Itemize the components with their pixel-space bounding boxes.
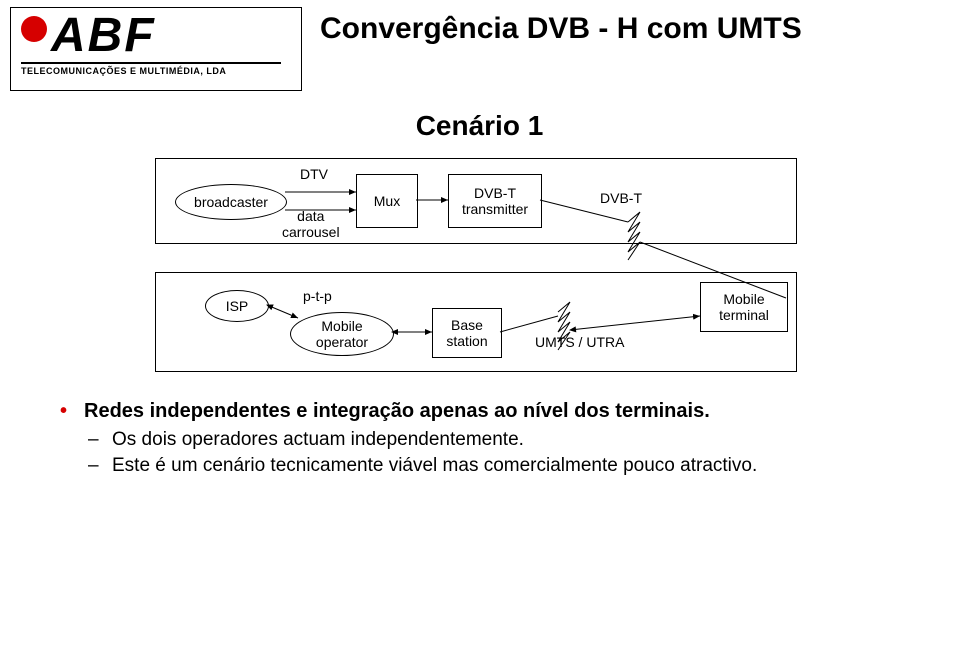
mux-label: Mux: [374, 193, 400, 209]
broadcaster-node: broadcaster: [175, 184, 287, 220]
dvbt-transmitter-label: DVB-T transmitter: [462, 185, 528, 217]
isp-label: ISP: [226, 298, 249, 314]
mobile-terminal-node: Mobile terminal: [700, 282, 788, 332]
logo-dot-icon: [21, 16, 47, 42]
bullet-l2-a: Os dois operadores actuam independenteme…: [88, 429, 899, 451]
broadcaster-label: broadcaster: [194, 194, 268, 210]
page-title: Convergência DVB - H com UMTS: [320, 12, 802, 46]
mobile-terminal-label: Mobile terminal: [719, 291, 769, 323]
dvbt-transmitter-node: DVB-T transmitter: [448, 174, 542, 228]
logo-brand: ABF: [51, 8, 156, 63]
mobile-operator-node: Mobile operator: [290, 312, 394, 356]
dtv-label: DTV: [300, 166, 328, 182]
ptp-label: p-t-p: [303, 288, 332, 304]
base-station-node: Base station: [432, 308, 502, 358]
data-carrousel-label: data carrousel: [282, 208, 340, 240]
mobile-operator-label: Mobile operator: [316, 318, 368, 350]
bullet-l1: Redes independentes e integração apenas …: [60, 400, 899, 423]
base-station-label: Base station: [446, 317, 487, 349]
logo-inner: ABF TELECOMUNICAÇÕES E MULTIMÉDIA, LDA: [19, 14, 293, 84]
isp-node: ISP: [205, 290, 269, 322]
logo-subtitle: TELECOMUNICAÇÕES E MULTIMÉDIA, LDA: [21, 66, 226, 76]
bullet-l2-b: Este é um cenário tecnicamente viável ma…: [88, 455, 899, 477]
scenario-title: Cenário 1: [0, 110, 959, 142]
mux-node: Mux: [356, 174, 418, 228]
bullet-list: Redes independentes e integração apenas …: [60, 400, 899, 481]
logo-box: ABF TELECOMUNICAÇÕES E MULTIMÉDIA, LDA: [10, 7, 302, 91]
umts-label: UMTS / UTRA: [535, 334, 624, 350]
slide: ABF TELECOMUNICAÇÕES E MULTIMÉDIA, LDA C…: [0, 0, 959, 664]
logo-divider: [21, 62, 281, 64]
dvbt-signal-label: DVB-T: [600, 190, 642, 206]
